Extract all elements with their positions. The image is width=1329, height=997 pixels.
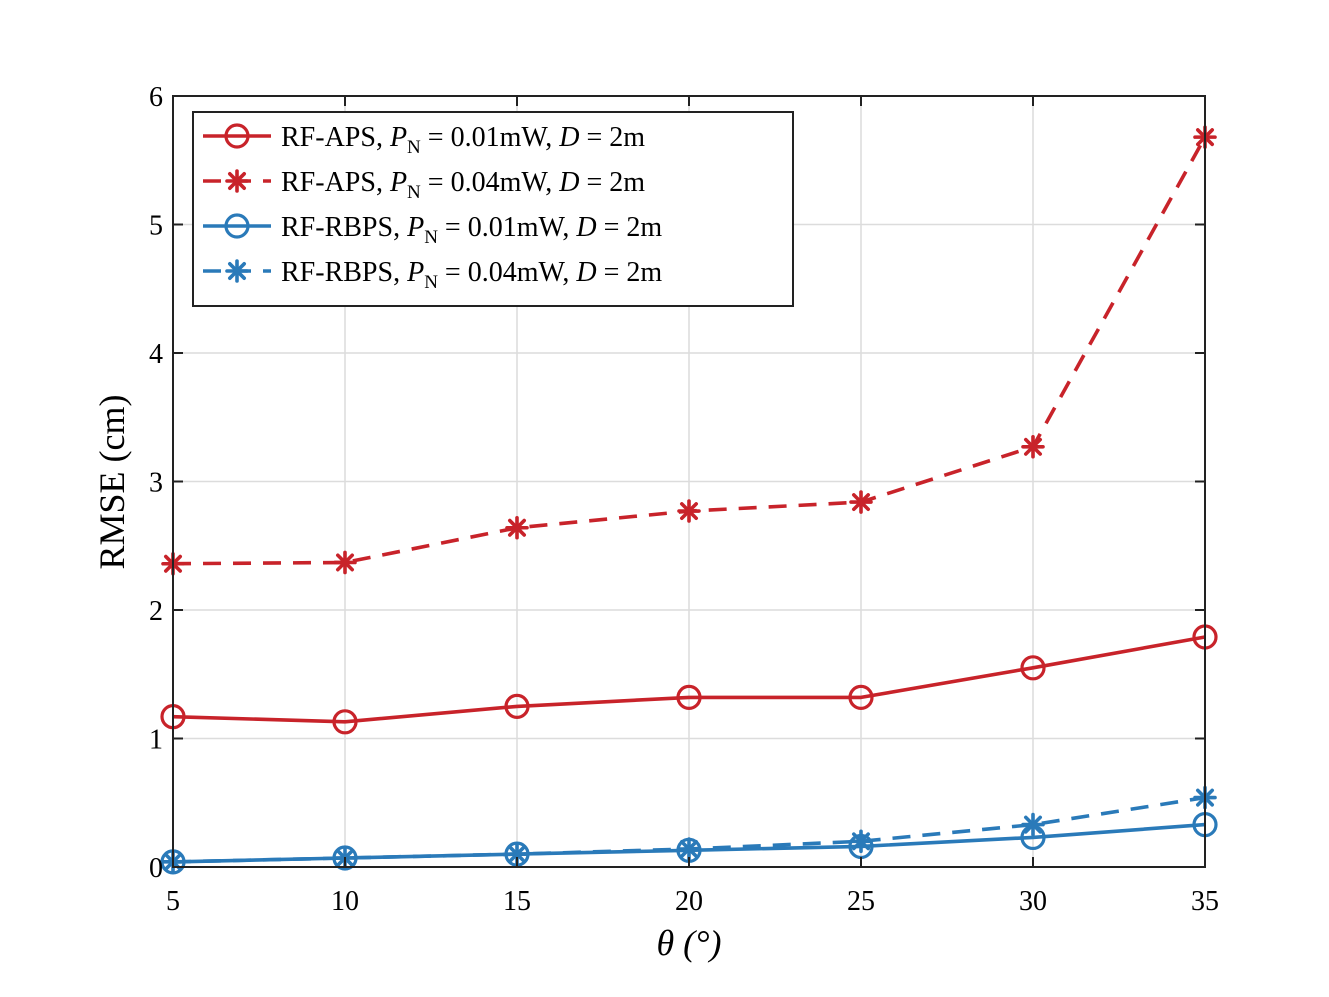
data-point xyxy=(1021,812,1045,837)
legend-symbol-p: P xyxy=(389,122,407,153)
asterisk-stroke xyxy=(228,261,246,281)
legend-marker xyxy=(224,213,250,239)
legend-power: = 0.01mW, xyxy=(421,122,559,153)
legend-label: RF-RBPS, PN = 0.04mW, D = 2m xyxy=(281,257,662,293)
legend-subscript-n: N xyxy=(407,182,421,203)
y-tick-label: 3 xyxy=(149,468,163,499)
legend-marker xyxy=(225,259,249,283)
legend-symbol-d: D xyxy=(558,122,579,153)
x-tick-label: 20 xyxy=(675,886,703,917)
y-tick-label: 1 xyxy=(149,725,163,756)
data-point xyxy=(505,515,529,540)
asterisk-stroke xyxy=(851,832,871,851)
data-point xyxy=(332,709,358,735)
legend-entry-1: RF-APS, PN = 0.01mW, D = 2m xyxy=(203,122,645,158)
data-point xyxy=(849,829,873,854)
y-tick-label: 0 xyxy=(149,853,163,884)
asterisk-stroke xyxy=(228,172,246,190)
y-tick-label: 4 xyxy=(149,339,163,370)
data-point xyxy=(676,684,702,710)
legend-entry-3: RF-RBPS, PN = 0.01mW, D = 2m xyxy=(203,212,662,248)
legend-distance: = 2m xyxy=(597,257,663,288)
asterisk-stroke xyxy=(507,518,527,537)
asterisk-stroke xyxy=(679,502,699,521)
series-1 xyxy=(160,624,1218,735)
legend-label: RF-APS, PN = 0.01mW, D = 2m xyxy=(281,122,645,158)
legend-method: RF-RBPS, xyxy=(281,212,407,243)
tick-labels: 5 10 15 20 25 30 35 0 1 2 3 4 5 6 xyxy=(149,82,1219,917)
legend-symbol-d: D xyxy=(575,212,596,243)
y-tick-label: 2 xyxy=(149,596,163,627)
legend-symbol-d: D xyxy=(558,167,579,198)
x-tick-label: 25 xyxy=(847,886,875,917)
legend-distance: = 2m xyxy=(597,212,663,243)
y-axis-title: RMSE (cm) xyxy=(92,395,132,570)
legend-entry-4: RF-RBPS, PN = 0.04mW, D = 2m xyxy=(203,257,662,293)
asterisk-stroke xyxy=(507,845,527,864)
asterisk-stroke xyxy=(851,493,871,512)
data-point xyxy=(1021,435,1045,459)
legend-subscript-n: N xyxy=(424,227,438,248)
y-tick-label: 6 xyxy=(149,82,163,113)
data-point xyxy=(677,499,701,523)
data-point xyxy=(848,684,874,710)
data-point xyxy=(504,693,530,719)
legend-symbol-d: D xyxy=(575,257,596,288)
data-point xyxy=(677,837,701,861)
x-tick-label: 10 xyxy=(331,886,359,917)
asterisk-stroke xyxy=(335,553,355,572)
x-tick-label: 15 xyxy=(503,886,531,917)
asterisk-stroke xyxy=(1024,815,1042,834)
data-point xyxy=(849,490,873,514)
legend-symbol-p: P xyxy=(389,167,407,198)
data-point xyxy=(333,550,357,575)
legend-marker xyxy=(224,123,250,149)
legend-power: = 0.04mW, xyxy=(421,167,559,198)
legend-method: RF-RBPS, xyxy=(281,257,407,288)
legend-symbol-p: P xyxy=(406,212,424,243)
axis-ticks xyxy=(172,95,1206,868)
legend-method: RF-APS, xyxy=(281,167,390,198)
asterisk-stroke xyxy=(679,840,699,859)
x-tick-label: 30 xyxy=(1019,886,1047,917)
asterisk-stroke xyxy=(1024,437,1042,456)
legend-entry-2: RF-APS, PN = 0.04mW, D = 2m xyxy=(203,167,645,203)
legend-distance: = 2m xyxy=(579,122,645,153)
legend-method: RF-APS, xyxy=(281,122,390,153)
legend-marker xyxy=(225,169,249,193)
y-tick-label: 5 xyxy=(149,211,163,242)
x-tick-label: 35 xyxy=(1191,886,1219,917)
legend-power: = 0.01mW, xyxy=(438,212,576,243)
x-axis-title: θ (°) xyxy=(656,923,721,963)
legend-distance: = 2m xyxy=(579,167,645,198)
legend-subscript-n: N xyxy=(424,272,438,293)
legend-label: RF-RBPS, PN = 0.01mW, D = 2m xyxy=(281,212,662,248)
legend-subscript-n: N xyxy=(407,137,421,158)
legend-symbol-p: P xyxy=(406,257,424,288)
x-tick-label: 5 xyxy=(166,886,180,917)
legend-power: = 0.04mW, xyxy=(438,257,576,288)
legend-box xyxy=(192,111,794,307)
legend-label: RF-APS, PN = 0.04mW, D = 2m xyxy=(281,167,645,203)
series-line xyxy=(172,635,1206,724)
data-point xyxy=(1020,655,1046,681)
